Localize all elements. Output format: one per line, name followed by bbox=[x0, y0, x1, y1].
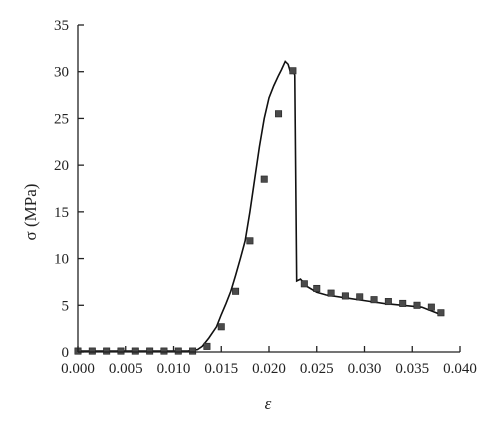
data-point-marker bbox=[146, 347, 154, 355]
data-point-marker bbox=[260, 175, 268, 183]
data-point-marker bbox=[217, 323, 225, 331]
data-point-marker bbox=[370, 296, 378, 304]
data-point-marker bbox=[289, 67, 297, 75]
y-tick-label: 5 bbox=[62, 298, 70, 314]
y-tick-label: 35 bbox=[54, 18, 69, 34]
x-tick-label: 0.005 bbox=[109, 361, 143, 377]
data-point-marker bbox=[384, 298, 392, 306]
y-tick-label: 10 bbox=[54, 252, 69, 268]
axes: 0.000 0.005 0.010 0.015 0.020 0.025 0.030 0.035… bbox=[54, 18, 477, 377]
data-point-marker bbox=[300, 280, 308, 288]
x-tick-label: 0.025 bbox=[300, 361, 334, 377]
x-tick-label: 0.040 bbox=[443, 361, 477, 377]
y-tick-label: 30 bbox=[54, 65, 69, 81]
data-point-marker bbox=[413, 301, 421, 309]
y-tick-label: 20 bbox=[54, 158, 69, 174]
data-point-marker bbox=[313, 284, 321, 292]
y-tick-label: 15 bbox=[54, 205, 69, 221]
data-point-marker bbox=[427, 303, 435, 311]
y-tick-label: 0 bbox=[62, 345, 70, 361]
data-point-marker bbox=[117, 347, 125, 355]
x-tick-label: 0.015 bbox=[204, 361, 238, 377]
y-axis-label: σ (MPa) bbox=[21, 184, 40, 241]
x-tick-label: 0.035 bbox=[395, 361, 429, 377]
data-point-marker bbox=[160, 347, 168, 355]
data-point-marker bbox=[356, 293, 364, 301]
data-point-marker bbox=[275, 110, 283, 118]
x-tick-label: 0.020 bbox=[252, 361, 286, 377]
x-tick-label: 0.000 bbox=[61, 361, 95, 377]
series-line bbox=[78, 60, 442, 352]
data-point-marker bbox=[103, 347, 111, 355]
x-axis-label: ε bbox=[265, 394, 272, 413]
plot-area bbox=[74, 60, 445, 355]
data-point-marker bbox=[174, 347, 182, 355]
y-tick-label: 25 bbox=[54, 111, 69, 127]
x-tick-label: 0.030 bbox=[348, 361, 382, 377]
y-axis-ticks: 0 5 10 15 20 25 30 35 bbox=[54, 18, 84, 361]
x-axis-ticks: 0.000 0.005 0.010 0.015 0.020 0.025 0.030 0.035… bbox=[61, 346, 477, 377]
x-tick-label: 0.010 bbox=[157, 361, 191, 377]
data-point-marker bbox=[437, 309, 445, 317]
data-point-marker bbox=[203, 342, 211, 350]
data-point-marker bbox=[189, 347, 197, 355]
data-point-marker bbox=[232, 287, 240, 295]
series-markers bbox=[74, 67, 445, 355]
data-point-marker bbox=[246, 237, 254, 245]
data-point-marker bbox=[131, 347, 139, 355]
data-point-marker bbox=[341, 292, 349, 300]
data-point-marker bbox=[88, 347, 96, 355]
data-point-marker bbox=[399, 299, 407, 307]
data-point-marker bbox=[327, 289, 335, 297]
